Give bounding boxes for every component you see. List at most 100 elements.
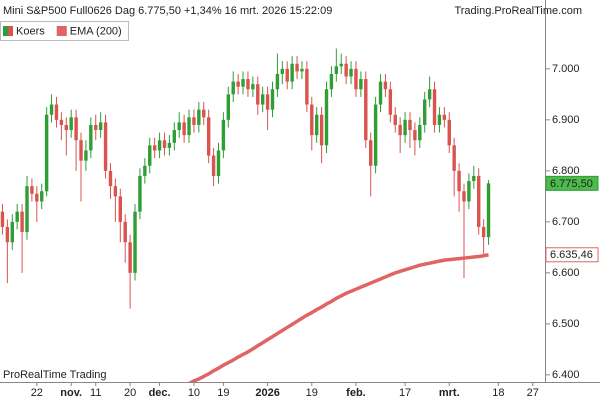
candle-body — [138, 175, 142, 212]
price-label: 6.775,50 — [550, 178, 593, 190]
legend-swatch — [8, 26, 13, 36]
candle-body — [79, 140, 83, 161]
candle-body — [35, 193, 39, 202]
candle-body — [20, 211, 24, 233]
candle-body — [383, 81, 388, 90]
candle-body — [403, 119, 407, 136]
candle-body — [295, 63, 299, 72]
candle-body — [373, 104, 378, 166]
candle-body — [334, 66, 339, 74]
candle-body — [123, 221, 127, 243]
candle-body — [143, 165, 147, 176]
candle-body — [84, 150, 88, 161]
candle-body — [285, 68, 289, 82]
candle-body — [0, 211, 5, 227]
candle-body — [246, 79, 250, 90]
y-tick-label: 6.700 — [552, 216, 580, 228]
candle-body — [437, 114, 442, 125]
x-tick-label: 17 — [399, 387, 411, 399]
x-tick-label: 10 — [188, 387, 200, 399]
y-tick-label: 7.000 — [552, 63, 580, 75]
candle-body — [329, 73, 334, 90]
candle-body — [447, 119, 451, 146]
candle-body — [103, 122, 108, 171]
candle-body — [30, 186, 34, 194]
candle-body — [305, 68, 309, 105]
candle-body — [69, 117, 73, 131]
candle-body — [187, 117, 191, 136]
candle-body — [202, 109, 206, 118]
candle-body — [280, 68, 285, 74]
candle-body — [378, 81, 383, 105]
candle-body — [368, 140, 373, 166]
y-tick-label: 6.500 — [552, 318, 580, 330]
candle-body — [486, 183, 491, 238]
candle-body — [25, 186, 29, 233]
candle-body — [167, 142, 172, 148]
x-tick-label: mrt. — [439, 387, 460, 399]
candle-body — [113, 186, 118, 197]
candle-body — [324, 89, 329, 146]
candle-body — [265, 94, 270, 110]
candle-body — [157, 140, 162, 151]
legend-label: EMA (200) — [70, 25, 122, 37]
candle-body — [339, 63, 343, 67]
candle-body — [236, 81, 240, 87]
legend-swatch — [3, 26, 8, 36]
candle-body — [344, 63, 348, 77]
x-tick-label: 18 — [492, 387, 504, 399]
candle-body — [59, 119, 64, 125]
candle-body — [467, 181, 471, 202]
candle-body — [64, 124, 68, 131]
candle-body — [256, 84, 260, 105]
candle-body — [49, 104, 54, 115]
candle-body — [452, 145, 456, 171]
x-tick-label: 19 — [217, 387, 229, 399]
x-tick-label: 11 — [90, 387, 101, 399]
candle-body — [192, 117, 196, 125]
candle-body — [40, 191, 44, 202]
watermark: ProRealTime Trading — [3, 369, 107, 381]
candle-body — [275, 73, 280, 90]
candle-body — [231, 81, 235, 95]
candle-body — [172, 130, 177, 143]
x-tick-label: 2026 — [255, 387, 279, 399]
candle-body — [427, 89, 432, 100]
source: Trading.ProRealTime.com — [454, 5, 582, 17]
candle-body — [457, 170, 461, 192]
candle-body — [221, 119, 226, 151]
candle-body — [260, 94, 265, 105]
candle-body — [44, 114, 49, 192]
candle-body — [108, 170, 113, 187]
candle-body — [197, 109, 201, 125]
y-tick-label: 6.400 — [552, 369, 580, 381]
x-tick-label: 27 — [527, 387, 539, 399]
candle-body — [472, 175, 476, 182]
candle-body — [354, 68, 358, 90]
candle-body — [319, 114, 324, 146]
candle-body — [74, 117, 78, 141]
candle-body — [177, 122, 181, 131]
candle-body — [216, 150, 221, 176]
candle-body — [432, 89, 437, 125]
candle-body — [226, 94, 231, 120]
x-tick-label: nov. — [60, 387, 82, 399]
price-label: 6.635,46 — [550, 249, 593, 261]
candle-body — [408, 119, 412, 131]
candle-body — [314, 114, 319, 136]
candle-body — [349, 68, 353, 77]
y-tick-label: 6.800 — [552, 165, 580, 177]
candle-body — [481, 226, 486, 238]
candle-body — [148, 145, 152, 166]
candle-body — [211, 155, 216, 176]
candle-body — [310, 104, 314, 136]
ema-line — [188, 253, 489, 382]
candle-body — [270, 89, 275, 110]
price-label-box — [545, 175, 599, 191]
candle-body — [388, 89, 393, 115]
candle-body — [359, 79, 363, 90]
candle-body — [418, 124, 422, 141]
